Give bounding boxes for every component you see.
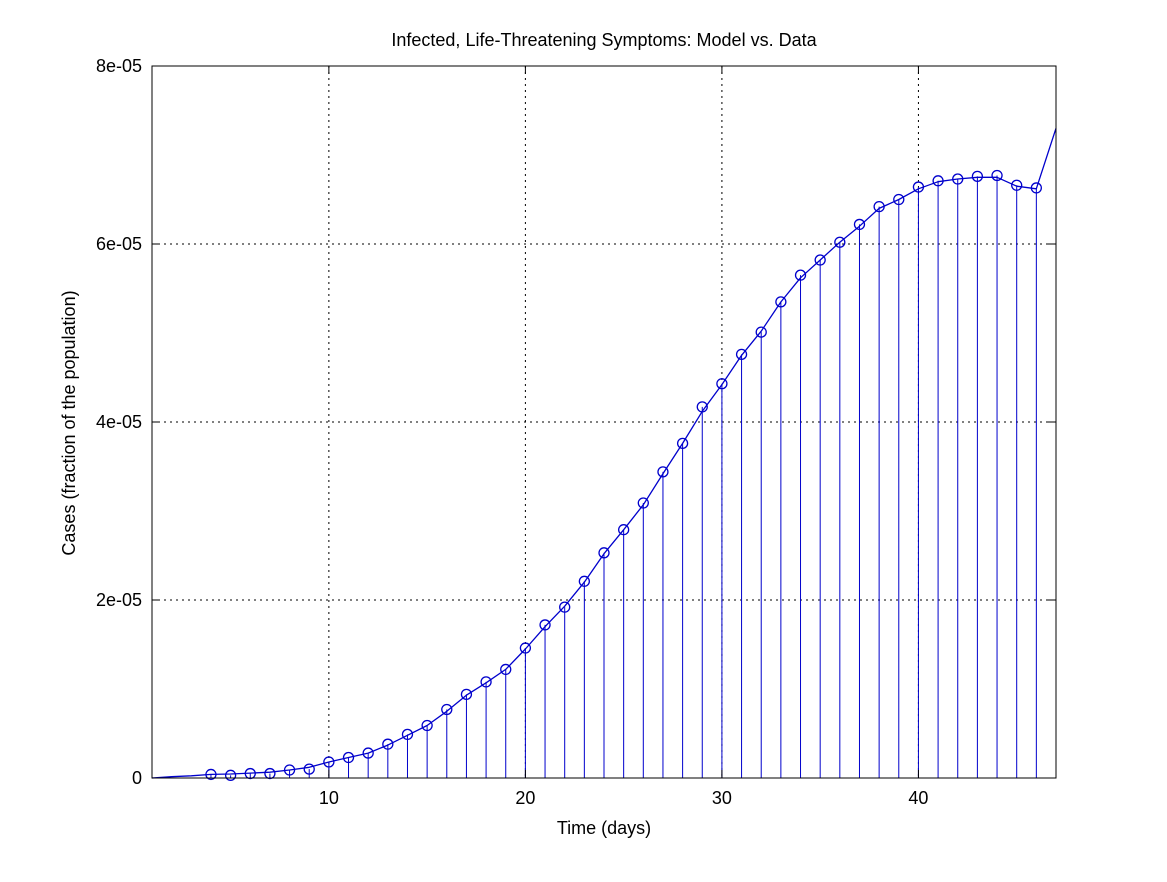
data-point-marker <box>598 547 610 559</box>
data-point-marker <box>794 269 807 281</box>
data-point-marker <box>991 169 1003 182</box>
data-point-marker <box>480 676 492 688</box>
chart-title: Infected, Life-Threatening Symptoms: Mod… <box>391 30 817 50</box>
y-tick-label: 2e-05 <box>96 590 142 610</box>
data-point-marker <box>637 497 649 509</box>
data-point-marker <box>755 326 767 338</box>
data-point-marker <box>657 466 669 478</box>
data-point-marker <box>912 181 925 193</box>
x-tick-label: 40 <box>908 788 928 808</box>
y-axis-label: Cases (fraction of the population) <box>59 290 79 555</box>
data-point-marker <box>264 767 276 780</box>
x-tick-label: 20 <box>515 788 535 808</box>
data-point-marker <box>303 763 315 775</box>
data-point-marker <box>323 756 335 768</box>
y-tick-label: 4e-05 <box>96 412 142 432</box>
data-point-marker <box>578 575 590 587</box>
data-point-marker <box>539 619 551 631</box>
plot-frame <box>151 65 1057 779</box>
data-point-marker <box>559 601 571 613</box>
data-point-marker <box>441 703 453 716</box>
data-point-marker <box>735 348 748 361</box>
axis-layer: 10 20 30 40 0 2e-05 4e-05 6e-05 8e-05 <box>96 56 1057 808</box>
data-point-marker <box>618 524 630 536</box>
data-point-marker <box>716 378 728 390</box>
y-tick-label: 6e-05 <box>96 234 142 254</box>
data-point-marker <box>362 747 374 759</box>
data-point-marker <box>421 719 433 732</box>
y-tick-label: 8e-05 <box>96 56 142 76</box>
data-point-marker <box>834 236 846 248</box>
data-point-marker <box>283 764 296 776</box>
data-point-marker <box>952 173 964 185</box>
data-point-marker <box>893 193 905 206</box>
data-point-marker <box>873 200 885 213</box>
data-point-marker <box>205 768 217 781</box>
data-point-marker <box>342 751 355 764</box>
data-point-marker <box>1030 182 1042 194</box>
x-axis-label: Time (days) <box>557 818 651 838</box>
data-point-marker <box>382 738 394 750</box>
data-point-marker <box>519 642 532 654</box>
stem-layer <box>210 175 1037 778</box>
data-point-marker <box>696 401 708 413</box>
model-curve <box>151 128 1057 779</box>
data-point-marker <box>971 170 984 183</box>
x-tick-label: 30 <box>712 788 732 808</box>
data-marker-layer <box>205 169 1042 781</box>
data-point-marker <box>224 769 237 781</box>
data-point-marker <box>775 296 787 308</box>
x-tick-label: 10 <box>319 788 339 808</box>
data-point-marker <box>401 728 414 741</box>
model-line-layer <box>151 128 1057 779</box>
data-point-marker <box>676 437 689 450</box>
data-point-marker <box>853 218 866 231</box>
data-point-marker <box>932 175 944 187</box>
data-point-marker <box>460 688 473 700</box>
data-point-marker <box>814 254 826 266</box>
data-point-marker <box>1011 179 1023 191</box>
data-point-marker <box>244 767 256 780</box>
y-tick-label: 0 <box>132 768 142 788</box>
data-point-marker <box>500 663 512 676</box>
